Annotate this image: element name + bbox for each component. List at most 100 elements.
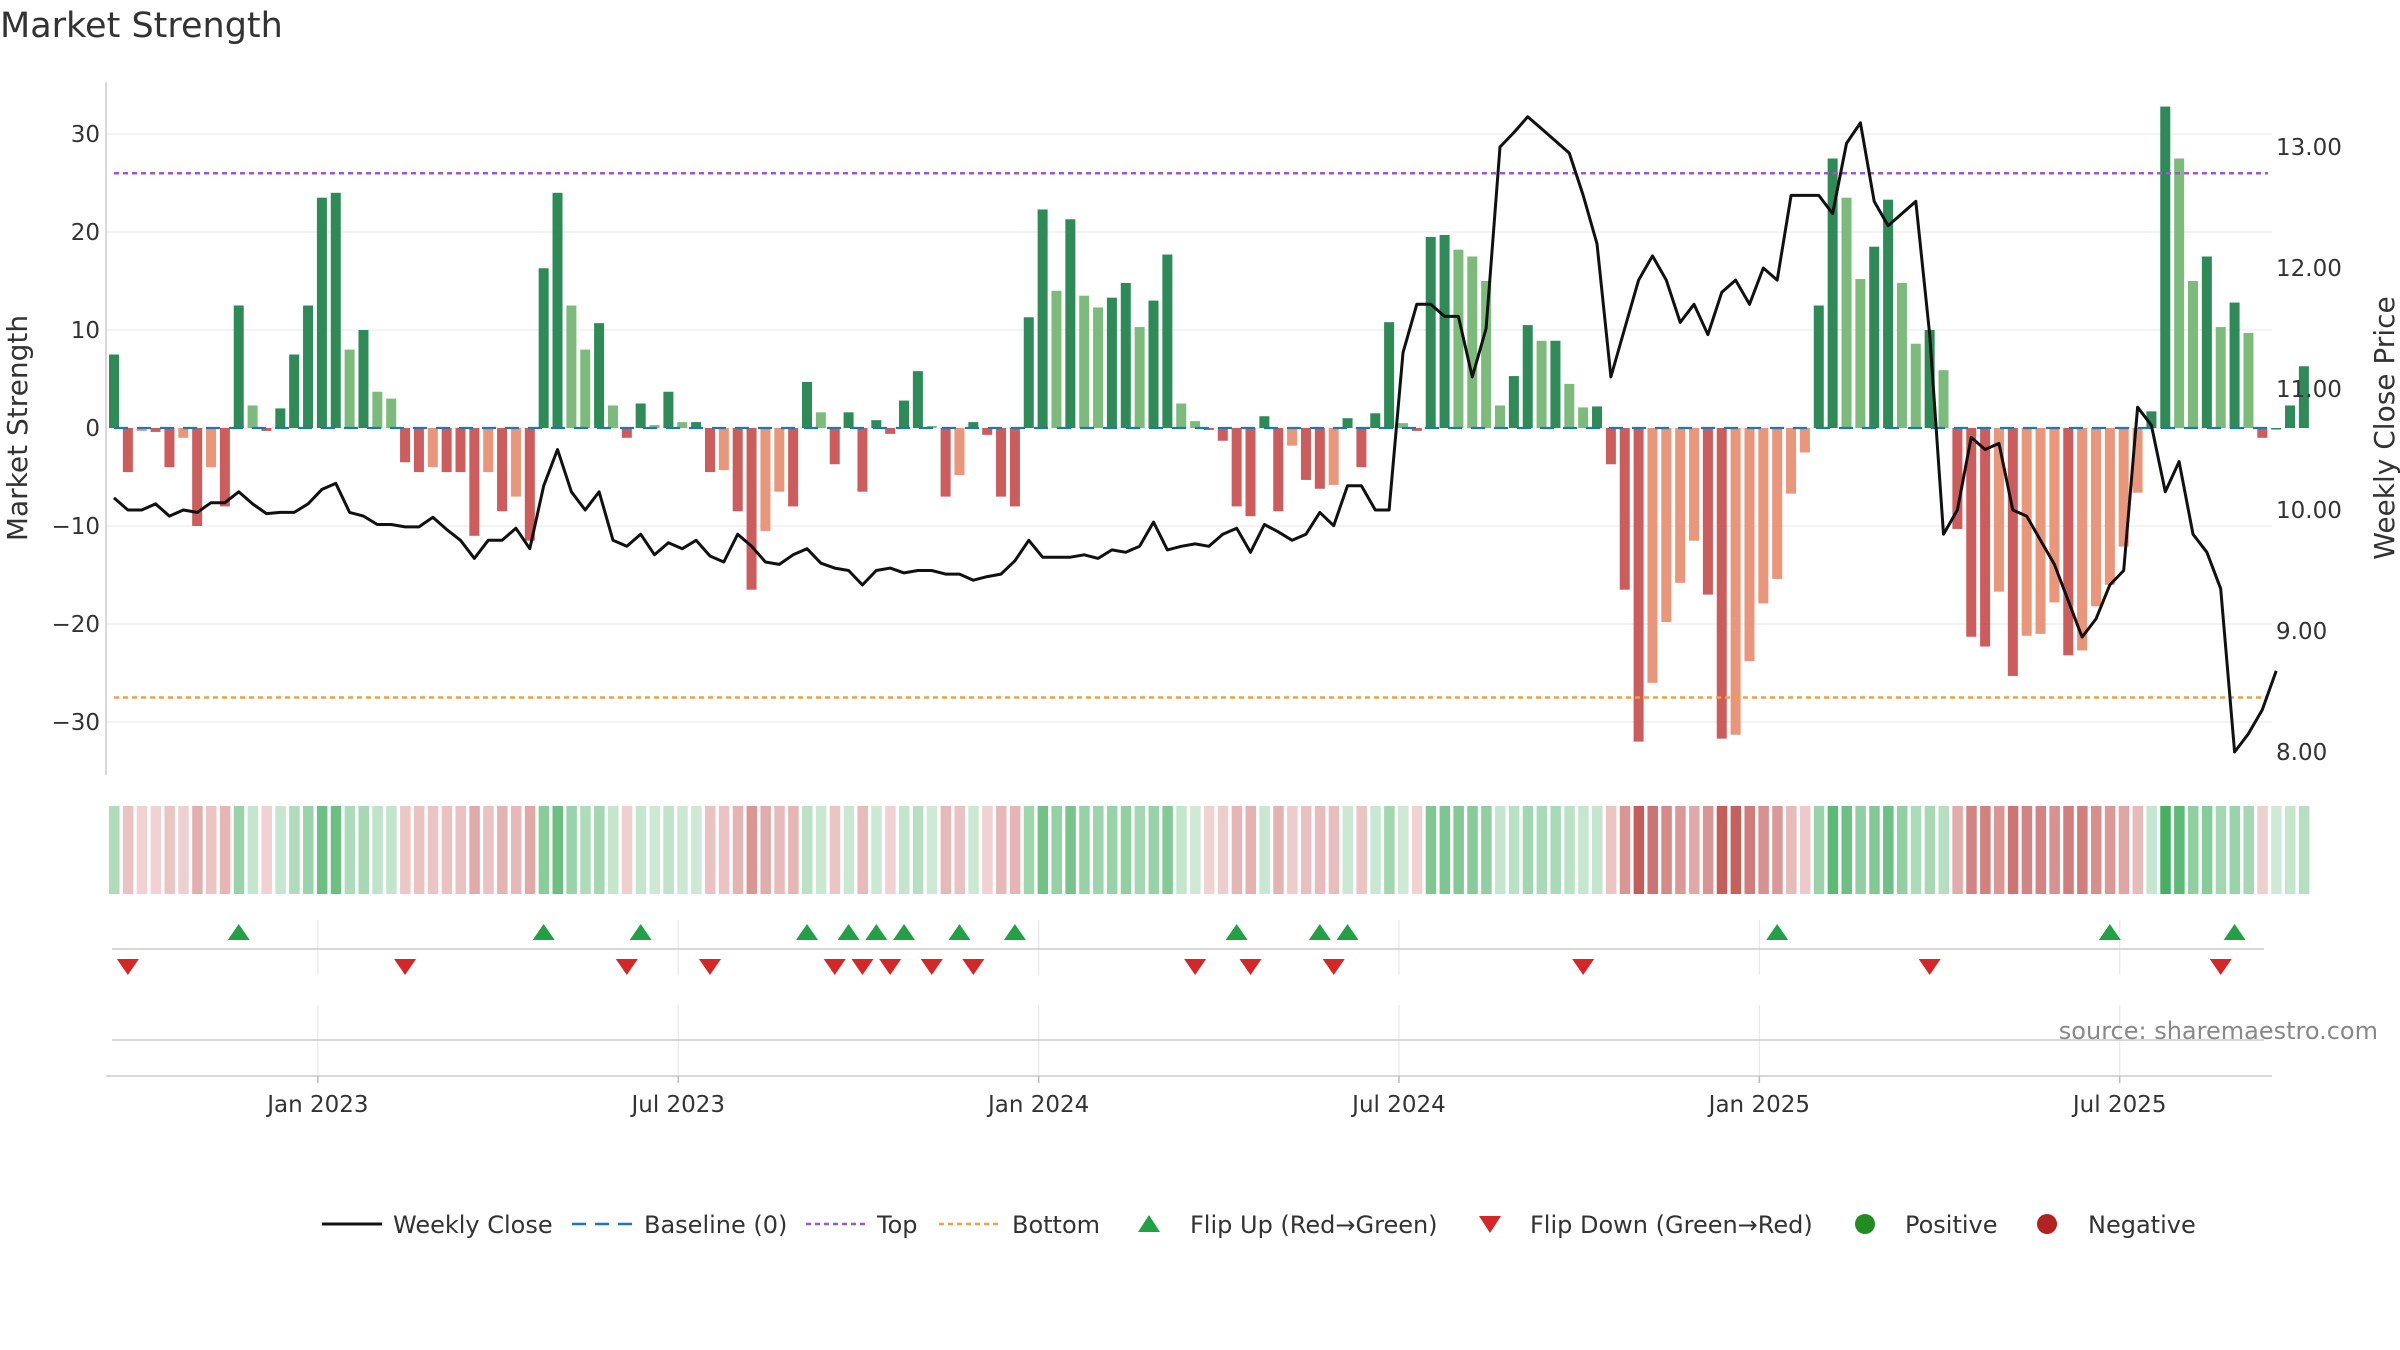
heat-strip-cell bbox=[289, 806, 300, 894]
strength-bar bbox=[233, 305, 244, 428]
strength-bar bbox=[635, 403, 646, 428]
heat-strip-cell bbox=[233, 806, 245, 894]
heat-strip-cell bbox=[2160, 806, 2171, 894]
strength-bar bbox=[538, 268, 549, 428]
strength-bar bbox=[1259, 416, 1270, 428]
heat-strip-cell bbox=[1966, 806, 1977, 894]
strength-bar bbox=[649, 425, 660, 428]
flip-up-marker bbox=[796, 924, 818, 940]
heat-strip-cell bbox=[1716, 806, 1728, 894]
strength-bar bbox=[663, 391, 674, 428]
heat-strip-cell bbox=[1689, 806, 1700, 894]
legend-flip-down-swatch bbox=[1479, 1216, 1501, 1233]
heat-strip-cell bbox=[1675, 806, 1686, 894]
heat-strip-cell bbox=[219, 806, 231, 894]
heat-strip-cell bbox=[912, 806, 924, 894]
flip-up-marker bbox=[948, 924, 971, 940]
legend-positive-label: Positive bbox=[1905, 1211, 1998, 1239]
heat-strip-cell bbox=[1619, 806, 1631, 894]
strength-bar bbox=[1980, 428, 1991, 647]
heat-strip-cell bbox=[1217, 806, 1229, 894]
strength-bar bbox=[2021, 428, 2032, 636]
legend-bottom-label: Bottom bbox=[1012, 1211, 1100, 1239]
strength-bar bbox=[1023, 317, 1034, 428]
strength-bar bbox=[1495, 405, 1505, 428]
y-left-tick-label: −10 bbox=[51, 514, 100, 540]
strength-bar bbox=[704, 428, 715, 473]
heat-strip-cell bbox=[1328, 806, 1340, 894]
heat-strip-cell bbox=[1314, 806, 1326, 894]
strength-bar bbox=[1758, 428, 1769, 604]
strength-bar bbox=[303, 305, 314, 428]
strength-bar bbox=[1231, 428, 1242, 507]
heat-strip-cell bbox=[303, 806, 314, 894]
heat-strip-cell bbox=[843, 806, 855, 894]
heat-strip-cell bbox=[386, 806, 397, 894]
heat-strip-cell bbox=[1786, 806, 1797, 894]
strength-bar bbox=[2188, 281, 2198, 428]
strength-bar bbox=[1966, 428, 1977, 637]
strength-bar bbox=[2146, 411, 2157, 428]
heat-strip-cell bbox=[1952, 806, 1963, 894]
strength-bar bbox=[1397, 423, 1408, 428]
strength-bar bbox=[857, 428, 868, 492]
y-left-tick-label: −30 bbox=[51, 710, 100, 736]
strength-bar bbox=[289, 354, 300, 428]
heat-strip-cell bbox=[1425, 806, 1437, 894]
heat-strip-cell bbox=[1079, 806, 1090, 894]
x-tick-label: Jul 2025 bbox=[2071, 1092, 2167, 1118]
heat-strip-cell bbox=[1162, 806, 1173, 894]
strength-bar bbox=[1065, 219, 1076, 428]
flip-up-marker bbox=[532, 924, 555, 940]
strength-bar bbox=[1605, 428, 1616, 465]
strength-bar bbox=[2160, 106, 2171, 428]
strength-bar bbox=[1453, 249, 1464, 428]
strength-bar bbox=[1273, 428, 1284, 512]
flip-up-marker bbox=[2098, 924, 2121, 940]
y-right-tick-label: 12.00 bbox=[2276, 256, 2342, 282]
strength-bar bbox=[330, 192, 341, 428]
strength-bar bbox=[1689, 428, 1700, 541]
heat-strip-cell bbox=[1134, 806, 1146, 894]
legend-flip-up-label: Flip Up (Red→Green) bbox=[1190, 1211, 1438, 1239]
heat-strip-cell bbox=[316, 806, 328, 894]
heat-strip-cell bbox=[1439, 806, 1451, 894]
heat-strip-cell bbox=[2298, 806, 2310, 894]
flip-down-marker bbox=[851, 959, 874, 975]
heat-strip-cell bbox=[1370, 806, 1381, 894]
heat-strip-cell bbox=[802, 806, 813, 894]
heat-strip-cell bbox=[1744, 806, 1755, 894]
heat-strip-cell bbox=[164, 806, 175, 894]
flip-up-marker bbox=[1308, 924, 1331, 940]
strength-bar bbox=[1314, 428, 1325, 489]
flip-down-marker bbox=[879, 959, 902, 975]
heat-strip-cell bbox=[1245, 806, 1257, 894]
heat-strip-cell bbox=[968, 806, 979, 894]
heat-strip-cell bbox=[2201, 806, 2213, 894]
y-left-tick-label: 30 bbox=[71, 122, 100, 148]
strength-bar bbox=[580, 349, 591, 428]
strength-bar bbox=[2298, 366, 2309, 428]
heat-strip-cell bbox=[815, 806, 827, 894]
x-tick-label: Jul 2024 bbox=[1350, 1092, 1446, 1118]
axes: 30 20 10 0 −10 −20 −30 Market Strength 13.00 12.0… bbox=[1, 82, 2400, 775]
heat-strip-cell bbox=[2285, 806, 2296, 894]
heat-strip-cell bbox=[1827, 806, 1839, 894]
strength-bar bbox=[815, 412, 826, 428]
heat-strip-cell bbox=[2243, 806, 2254, 894]
heat-strip-cell bbox=[2077, 806, 2088, 894]
heat-strip-cell bbox=[1938, 806, 1950, 894]
heat-strip-cell bbox=[746, 806, 758, 894]
heat-strip-cell bbox=[1910, 806, 1922, 894]
heat-strip-cell bbox=[621, 806, 633, 894]
heat-strip-cell bbox=[1799, 806, 1811, 894]
heat-strip-cell bbox=[1481, 806, 1492, 894]
strength-bar bbox=[940, 428, 951, 497]
heat-strip-cell bbox=[2035, 806, 2047, 894]
legend-flip-up-swatch bbox=[1138, 1215, 1160, 1232]
strength-bar bbox=[2243, 332, 2254, 428]
strength-bar bbox=[1772, 428, 1783, 579]
heat-strip-cell bbox=[455, 806, 466, 894]
heat-strip-cell bbox=[344, 806, 356, 894]
heat-strip-cell bbox=[2090, 806, 2102, 894]
